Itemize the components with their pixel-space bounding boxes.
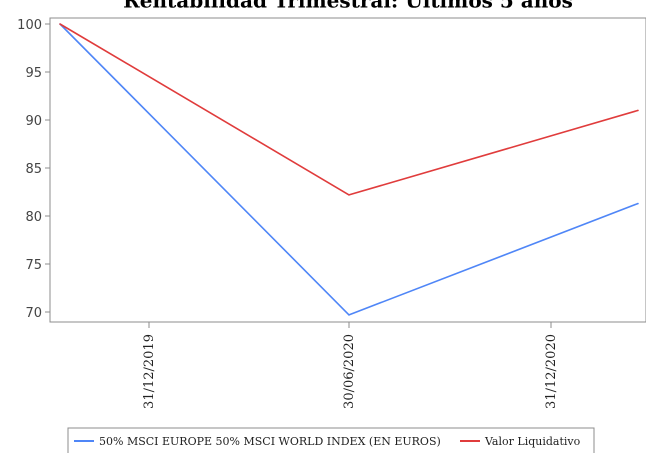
series-line-nav [59,23,639,196]
data-point [637,109,639,112]
y-tick-label: 90 [25,114,42,129]
legend: 50% MSCI EUROPE 50% MSCI WORLD INDEX (EN… [67,427,595,453]
legend-item-benchmark: 50% MSCI EUROPE 50% MSCI WORLD INDEX (EN… [74,435,441,448]
series-lines [59,23,639,316]
data-point [348,314,350,316]
y-tick-label: 100 [17,18,42,33]
y-tick-label: 75 [25,258,42,273]
x-axis: 31/12/2019 30/06/2020 31/12/2020 [142,322,559,409]
data-point [348,194,350,196]
data-point [637,202,639,205]
x-tick-label: 30/06/2020 [342,334,357,409]
data-point [59,23,61,25]
y-axis: 70 75 80 85 90 95 100 [17,18,50,321]
legend-frame [67,427,595,453]
plot-area-frame [49,17,646,323]
chart-title: Rentabilidad Trimestral: Últimos 5 años [123,0,573,13]
y-tick-label: 80 [25,210,42,225]
y-tick-label: 95 [25,66,42,81]
legend-label-benchmark: 50% MSCI EUROPE 50% MSCI WORLD INDEX (EN… [99,435,441,448]
series-line-benchmark [59,23,639,316]
x-tick-label: 31/12/2019 [142,334,157,409]
y-tick-label: 85 [25,162,42,177]
x-tick-label: 31/12/2020 [544,334,559,409]
legend-label-nav: Valor Liquidativo [484,435,581,448]
legend-item-nav: Valor Liquidativo [460,435,581,448]
y-tick-label: 70 [25,306,42,321]
